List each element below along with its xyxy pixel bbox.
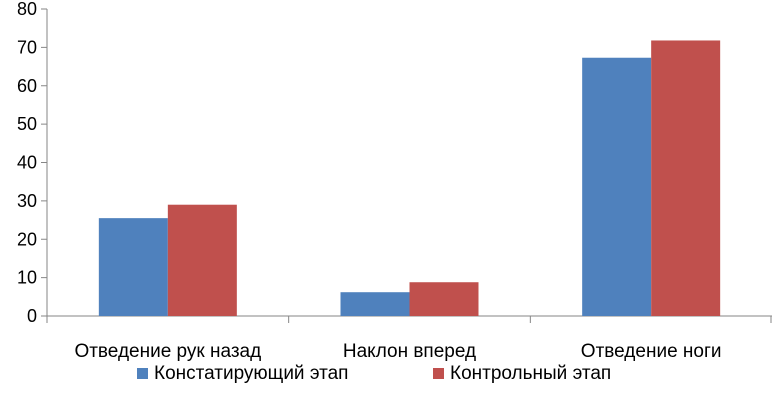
x-category-label: Отведение рук назад bbox=[74, 341, 261, 362]
x-category-label: Наклон вперед bbox=[343, 341, 476, 362]
legend-swatch bbox=[433, 368, 444, 379]
bar-series2 bbox=[409, 282, 479, 316]
y-tick-label: 50 bbox=[17, 114, 37, 134]
bars bbox=[98, 40, 721, 316]
bar-series1 bbox=[340, 292, 410, 316]
y-tick-label: 0 bbox=[27, 306, 37, 326]
y-axis: 0 10 20 30 40 50 60 70 80 bbox=[17, 0, 48, 326]
legend-label: Констатирующий этап bbox=[154, 363, 348, 384]
y-tick-label: 10 bbox=[17, 268, 37, 288]
bar-series2 bbox=[167, 204, 237, 316]
y-tick-label: 70 bbox=[17, 37, 37, 57]
legend: Констатирующий этап Контрольный этап bbox=[137, 363, 611, 384]
x-axis: Отведение рук назад Наклон вперед Отведени… bbox=[46, 315, 772, 362]
y-tick-label: 60 bbox=[17, 76, 37, 96]
bar-series2 bbox=[651, 40, 721, 316]
y-tick-label: 30 bbox=[17, 191, 37, 211]
y-tick-label: 40 bbox=[17, 153, 37, 173]
legend-label: Контрольный этап bbox=[450, 363, 611, 384]
x-category-label: Отведение ноги bbox=[581, 341, 722, 362]
bar-series1 bbox=[98, 218, 168, 316]
legend-swatch bbox=[137, 368, 148, 379]
y-tick-label: 80 bbox=[17, 0, 37, 19]
bar-series1 bbox=[582, 57, 652, 316]
y-tick-label: 20 bbox=[17, 229, 37, 249]
